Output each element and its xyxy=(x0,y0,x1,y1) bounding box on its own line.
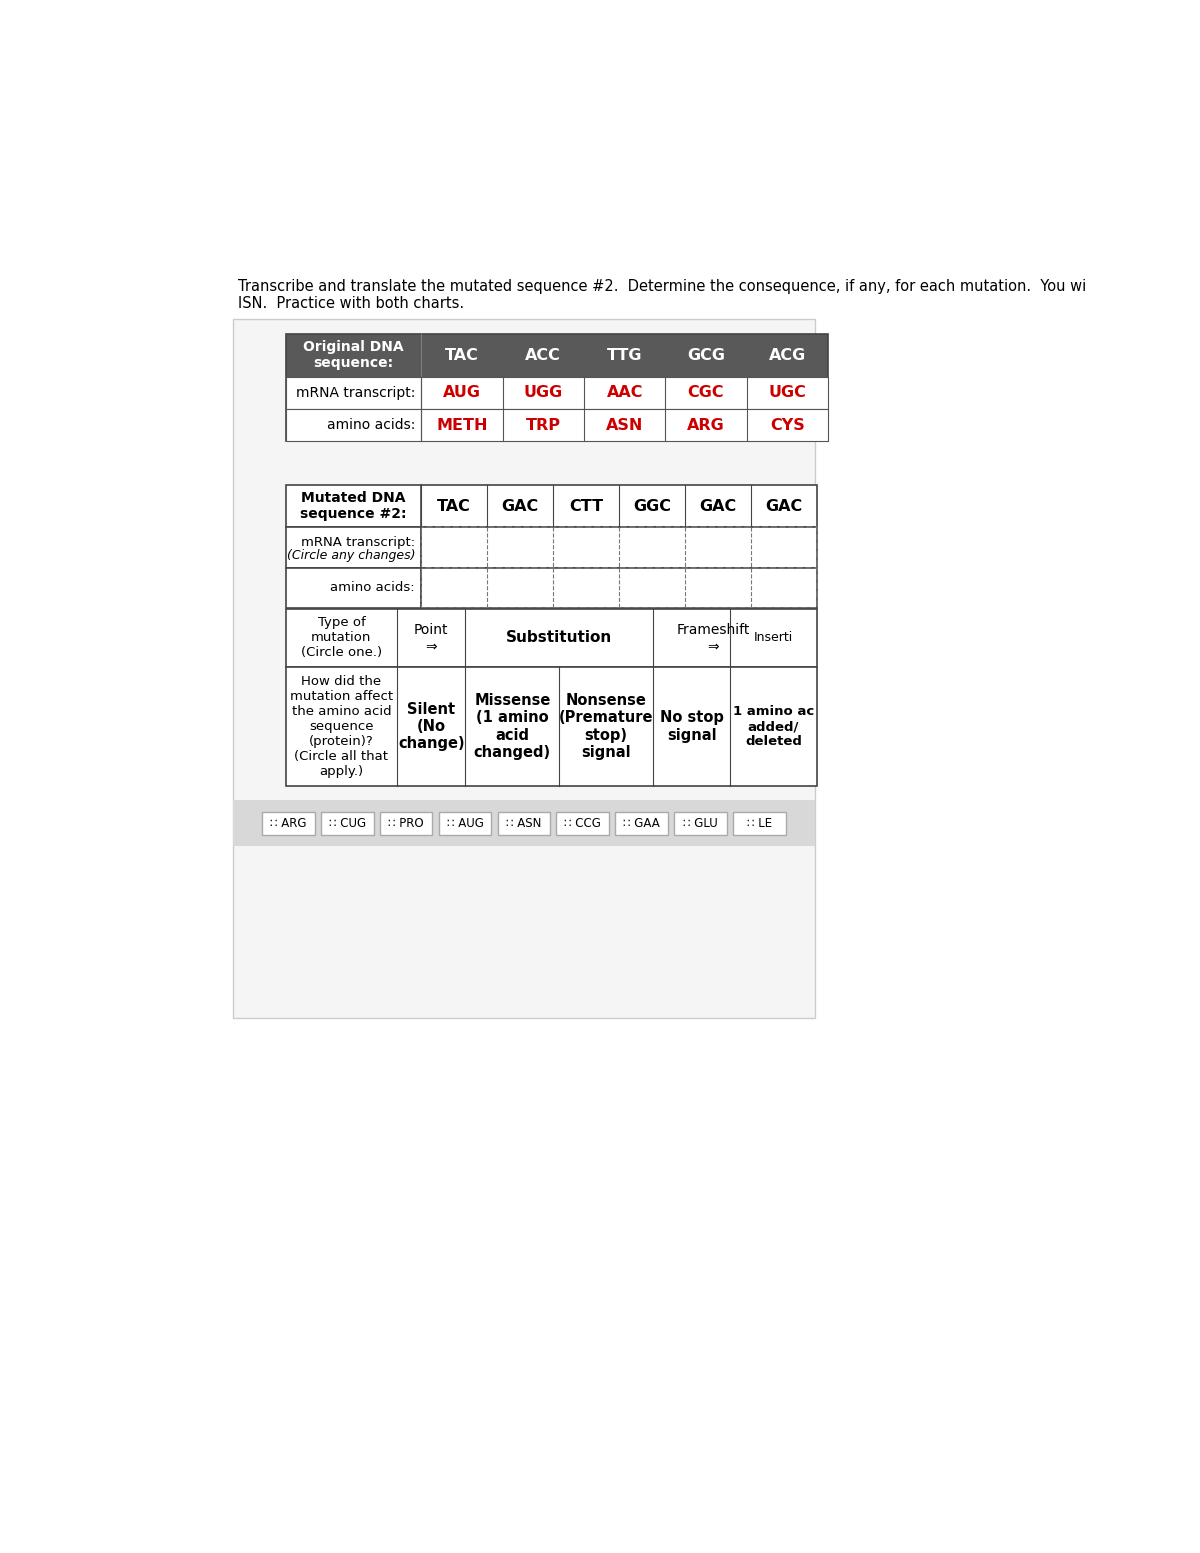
Bar xyxy=(379,812,432,834)
Text: GAC: GAC xyxy=(502,499,539,514)
Text: ∷ AUG: ∷ AUG xyxy=(446,817,484,829)
Text: CTT: CTT xyxy=(569,499,604,514)
Text: amino acids:: amino acids: xyxy=(330,581,415,595)
Text: Original DNA
sequence:: Original DNA sequence: xyxy=(304,340,403,371)
Bar xyxy=(421,567,816,607)
Text: amino acids:: amino acids: xyxy=(326,418,415,432)
Text: GAC: GAC xyxy=(764,499,802,514)
Text: Nonsense
(Premature
stop)
signal: Nonsense (Premature stop) signal xyxy=(559,693,653,759)
Bar xyxy=(262,812,314,834)
Text: TTG: TTG xyxy=(607,348,642,363)
Bar xyxy=(286,334,828,441)
Text: ACC: ACC xyxy=(526,348,562,363)
Text: ∷ CCG: ∷ CCG xyxy=(564,817,601,829)
Bar xyxy=(286,666,816,786)
Bar xyxy=(421,528,816,567)
Text: CGC: CGC xyxy=(688,385,725,401)
Text: Mutated DNA
sequence #2:: Mutated DNA sequence #2: xyxy=(300,491,407,522)
Text: METH: METH xyxy=(436,418,487,433)
Text: ∷ CUG: ∷ CUG xyxy=(329,817,366,829)
Bar xyxy=(616,812,668,834)
Text: 1 amino ac
added/
deleted: 1 amino ac added/ deleted xyxy=(733,705,814,749)
Text: TAC: TAC xyxy=(437,499,472,514)
Bar xyxy=(733,812,786,834)
Text: GGC: GGC xyxy=(632,499,671,514)
Text: CYS: CYS xyxy=(770,418,805,433)
Text: How did the
mutation affect
the amino acid
sequence
(protein)?
(Circle all that
: How did the mutation affect the amino ac… xyxy=(290,676,392,778)
Bar xyxy=(439,812,491,834)
Text: ∷ GAA: ∷ GAA xyxy=(623,817,660,829)
Text: ∷ ASN: ∷ ASN xyxy=(506,817,541,829)
Text: AAC: AAC xyxy=(606,385,643,401)
Bar xyxy=(557,812,610,834)
Bar xyxy=(286,334,828,376)
Text: UGC: UGC xyxy=(768,385,806,401)
Bar xyxy=(286,408,828,441)
Bar xyxy=(320,812,373,834)
Text: ∷ GLU: ∷ GLU xyxy=(683,817,718,829)
Bar xyxy=(286,528,816,567)
Text: Point
⇒: Point ⇒ xyxy=(414,623,449,654)
Text: No stop
signal: No stop signal xyxy=(660,710,724,742)
Text: GCG: GCG xyxy=(688,348,725,363)
Text: AUG: AUG xyxy=(443,385,481,401)
Text: ∷ PRO: ∷ PRO xyxy=(389,817,424,829)
Bar xyxy=(286,567,816,607)
Text: ISN.  Practice with both charts.: ISN. Practice with both charts. xyxy=(239,297,464,312)
Text: GAC: GAC xyxy=(700,499,737,514)
Text: ∷ ARG: ∷ ARG xyxy=(270,817,306,829)
Text: Inserti: Inserti xyxy=(754,632,793,644)
Text: UGG: UGG xyxy=(523,385,563,401)
Text: ARG: ARG xyxy=(688,418,725,433)
Bar xyxy=(286,485,816,528)
Text: Missense
(1 amino
acid
changed): Missense (1 amino acid changed) xyxy=(474,693,551,759)
Bar xyxy=(498,812,551,834)
Text: ∷ LE: ∷ LE xyxy=(746,817,772,829)
Text: Frameshift
⇒: Frameshift ⇒ xyxy=(677,623,750,654)
Text: TAC: TAC xyxy=(445,348,479,363)
Text: Type of
mutation
(Circle one.): Type of mutation (Circle one.) xyxy=(301,617,382,660)
Text: TRP: TRP xyxy=(526,418,560,433)
Text: ASN: ASN xyxy=(606,418,643,433)
Text: Transcribe and translate the mutated sequence #2.  Determine the consequence, if: Transcribe and translate the mutated seq… xyxy=(239,278,1087,294)
Text: (Circle any changes): (Circle any changes) xyxy=(287,548,415,562)
Bar xyxy=(674,812,727,834)
Text: mRNA transcript:: mRNA transcript: xyxy=(301,536,415,550)
Bar xyxy=(286,376,828,408)
Text: ACG: ACG xyxy=(769,348,806,363)
Bar xyxy=(233,318,815,1017)
Bar xyxy=(286,609,816,666)
Bar xyxy=(233,800,815,846)
Text: Silent
(No
change): Silent (No change) xyxy=(398,702,464,752)
Text: Substitution: Substitution xyxy=(506,631,612,646)
Text: mRNA transcript:: mRNA transcript: xyxy=(295,385,415,399)
